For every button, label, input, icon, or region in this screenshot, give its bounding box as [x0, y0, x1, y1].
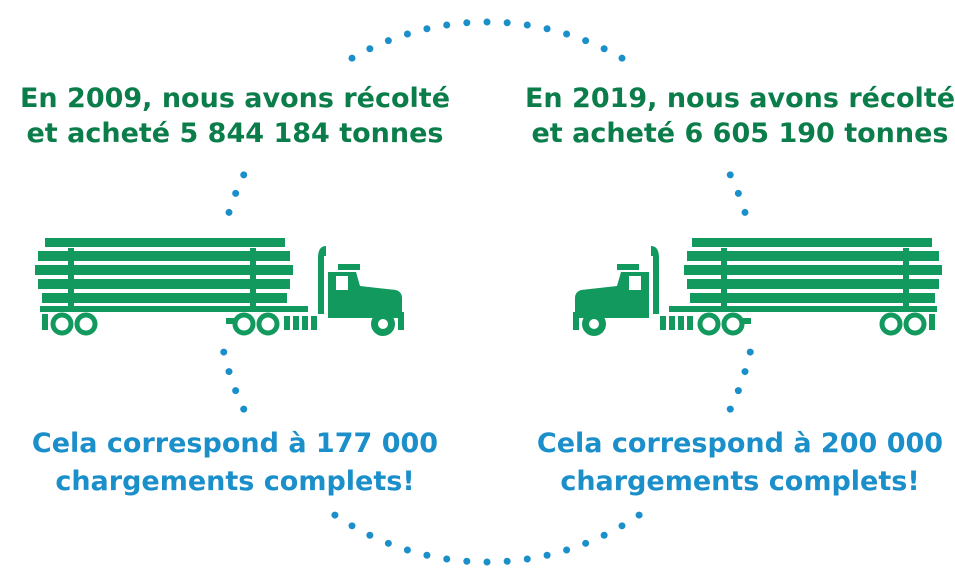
dot [741, 208, 749, 216]
dot [348, 54, 356, 62]
dot [618, 54, 626, 62]
truck-right [573, 238, 942, 336]
dot [523, 555, 531, 563]
dot [443, 21, 451, 29]
dot [423, 551, 431, 559]
dot [741, 368, 749, 376]
dot [600, 45, 608, 53]
subtext-left-1: Cela correspond à 177 000 [32, 428, 438, 459]
dot [726, 405, 734, 413]
dot [483, 558, 491, 566]
dot [240, 171, 248, 179]
dot [232, 387, 240, 395]
dot [582, 37, 590, 45]
dot [563, 546, 571, 554]
dot [543, 25, 551, 33]
dot [225, 368, 233, 376]
dot [331, 511, 339, 519]
dot [240, 405, 248, 413]
dotted-circle [220, 18, 754, 566]
heading-right-1: En 2019, nous avons récolté [525, 83, 955, 114]
subtext-right-1: Cela correspond à 200 000 [537, 428, 943, 459]
dot [523, 21, 531, 29]
dot [443, 555, 451, 563]
dot [734, 189, 742, 197]
dot [503, 557, 511, 565]
dot [366, 531, 374, 539]
heading-right-2: et acheté 6 605 190 tonnes [532, 118, 949, 149]
dot [582, 539, 590, 547]
dot [618, 522, 626, 530]
dot [543, 551, 551, 559]
dot [225, 208, 233, 216]
heading-left-2: et acheté 5 844 184 tonnes [27, 118, 444, 149]
heading-left-1: En 2009, nous avons récolté [20, 83, 450, 114]
dot [220, 348, 228, 356]
dot [384, 37, 392, 45]
dot [746, 348, 754, 356]
dot [726, 171, 734, 179]
dot [366, 45, 374, 53]
dot [348, 522, 356, 530]
dot [503, 19, 511, 27]
dot [483, 18, 491, 26]
dot [423, 25, 431, 33]
dot [403, 546, 411, 554]
dot [232, 189, 240, 197]
dot [635, 511, 643, 519]
dot [463, 557, 471, 565]
dot [563, 30, 571, 38]
dot [403, 30, 411, 38]
dot [384, 539, 392, 547]
dot [463, 19, 471, 27]
dot [734, 387, 742, 395]
dot [600, 531, 608, 539]
subtext-left-2: chargements complets! [55, 466, 414, 497]
subtext-right-2: chargements complets! [560, 466, 919, 497]
truck-left [35, 238, 404, 336]
